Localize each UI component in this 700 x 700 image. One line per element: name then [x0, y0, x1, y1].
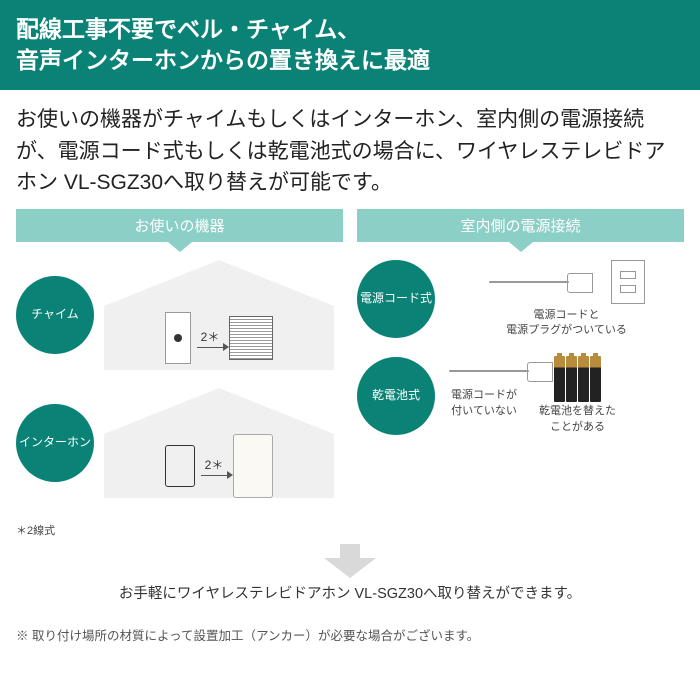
outlet-icon — [611, 260, 645, 304]
intercom-label: インターホン — [16, 404, 94, 482]
chime-button-icon — [165, 312, 191, 364]
cord-caption: 電源コードと電源プラグがついている — [506, 308, 627, 339]
batteries-icon — [554, 356, 601, 402]
plug-icon — [489, 267, 599, 297]
intro-text: お使いの機器がチャイムもしくはインターホン、室内側の電源接続が、電源コード式もし… — [0, 90, 700, 209]
speaker-icon — [229, 316, 273, 360]
cord-missing-icon — [449, 356, 519, 386]
convert-arrow-icon — [0, 544, 700, 578]
two-wire-note: ＊2線式 — [16, 522, 343, 538]
batt-cap-right: 乾電池を替えたことがある — [539, 404, 616, 435]
row-battery: 乾電池式 電源コードが付いていない 乾電池を替えたことがある — [357, 356, 684, 435]
row-cord: 電源コード式 電源コードと電源プラグがついている — [357, 260, 684, 339]
col-device: お使いの機器 チャイム 2＊ インターホン — [16, 209, 343, 538]
batt-cap-left: 電源コードが付いていない — [451, 388, 517, 419]
row-intercom: インターホン 2＊ — [16, 388, 343, 498]
intercom-wire-label: 2＊ — [201, 456, 228, 476]
hero-title: 配線工事不要でベル・チャイム、音声インターホンからの置き換えに最適 — [16, 16, 430, 73]
col-power: 室内側の電源接続 電源コード式 電源コードと電源プラグがついている 乾電池式 — [357, 209, 684, 538]
batt-label: 乾電池式 — [357, 357, 435, 435]
chime-wire-label: 2＊ — [197, 328, 224, 348]
chime-label: チャイム — [16, 276, 94, 354]
col-device-header: お使いの機器 — [16, 209, 343, 242]
cord-label: 電源コード式 — [357, 260, 435, 338]
diagram-columns: お使いの機器 チャイム 2＊ インターホン — [0, 209, 700, 538]
row-chime: チャイム 2＊ — [16, 260, 343, 370]
hero-header: 配線工事不要でベル・チャイム、音声インターホンからの置き換えに最適 — [0, 0, 700, 90]
footnote: ※ 取り付け場所の材質によって設置加工（アンカー）が必要な場合がございます。 — [0, 611, 700, 644]
col-power-header: 室内側の電源接続 — [357, 209, 684, 242]
house-intercom: 2＊ — [104, 388, 334, 498]
handset-icon — [233, 434, 273, 498]
convert-text: お手軽にワイヤレステレビドアホン VL-SGZ30へ取り替えができます。 — [0, 580, 700, 611]
house-chime: 2＊ — [104, 260, 334, 370]
outdoor-unit-icon — [165, 445, 195, 487]
